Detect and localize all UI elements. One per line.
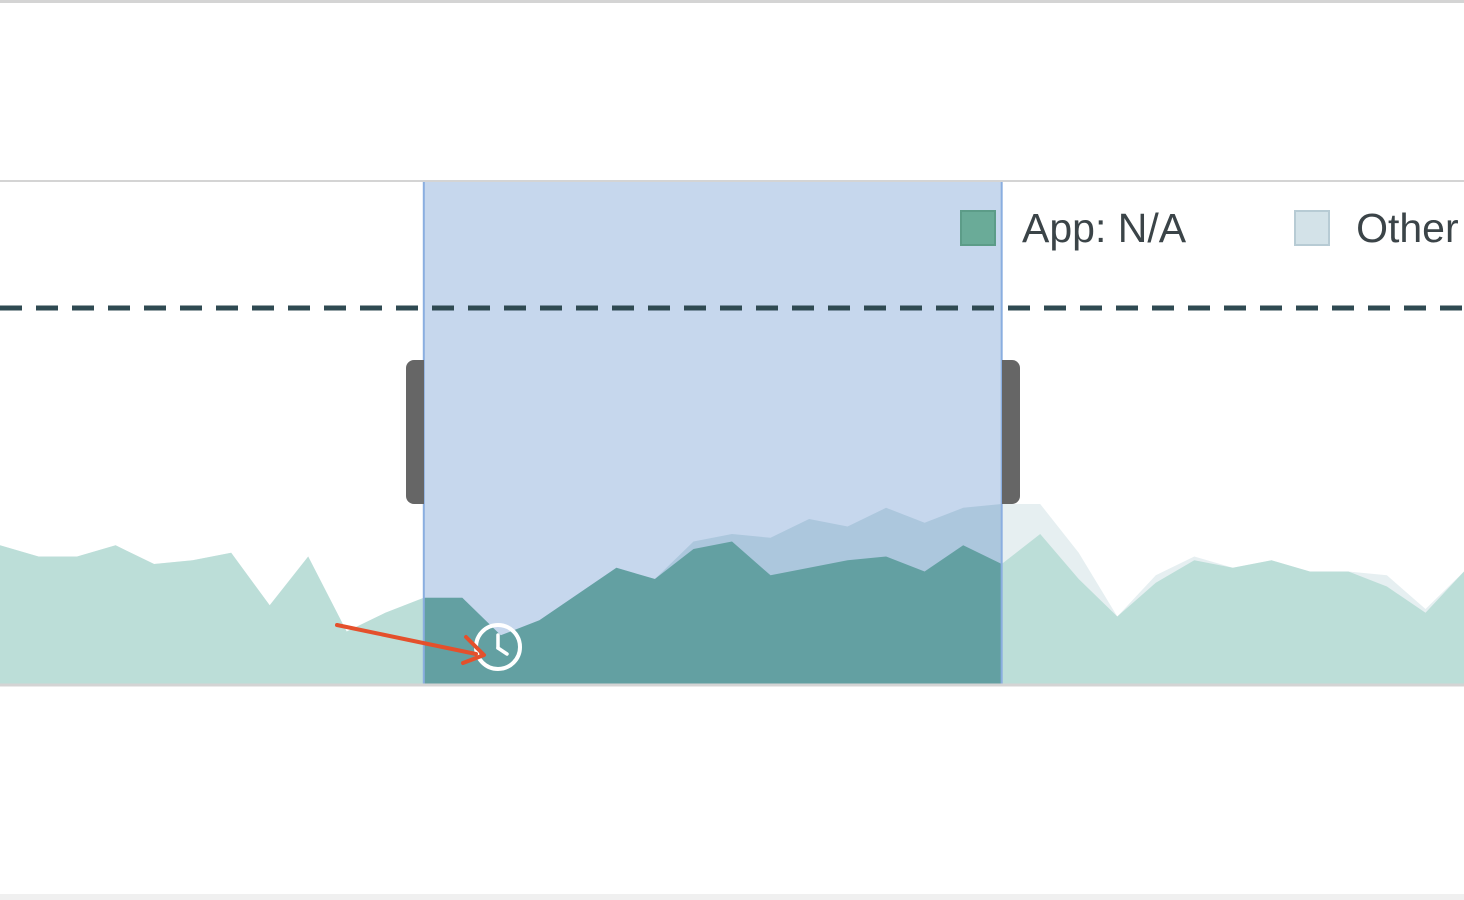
timeline-chart: App: N/A Other bbox=[0, 180, 1464, 687]
selection-left-handle[interactable] bbox=[405, 360, 424, 504]
top-divider bbox=[0, 0, 1464, 3]
legend-swatch-other bbox=[1294, 210, 1331, 246]
selected-area-layer bbox=[423, 504, 1002, 684]
bottom-divider bbox=[0, 894, 1464, 900]
chart-legend: App: N/A Other bbox=[960, 206, 1464, 250]
app-series-area-selected bbox=[423, 541, 1002, 684]
area-chart-svg bbox=[0, 180, 1464, 687]
legend-label-other: Other bbox=[1356, 205, 1459, 251]
legend-item-app[interactable]: App: N/A bbox=[960, 206, 1186, 250]
legend-item-other[interactable]: Other bbox=[1294, 206, 1459, 250]
legend-label-app: App: N/A bbox=[1022, 205, 1187, 251]
arrow-annotation-icon bbox=[335, 623, 486, 665]
selection-right-handle[interactable] bbox=[1001, 360, 1020, 504]
legend-swatch-app bbox=[960, 210, 996, 246]
